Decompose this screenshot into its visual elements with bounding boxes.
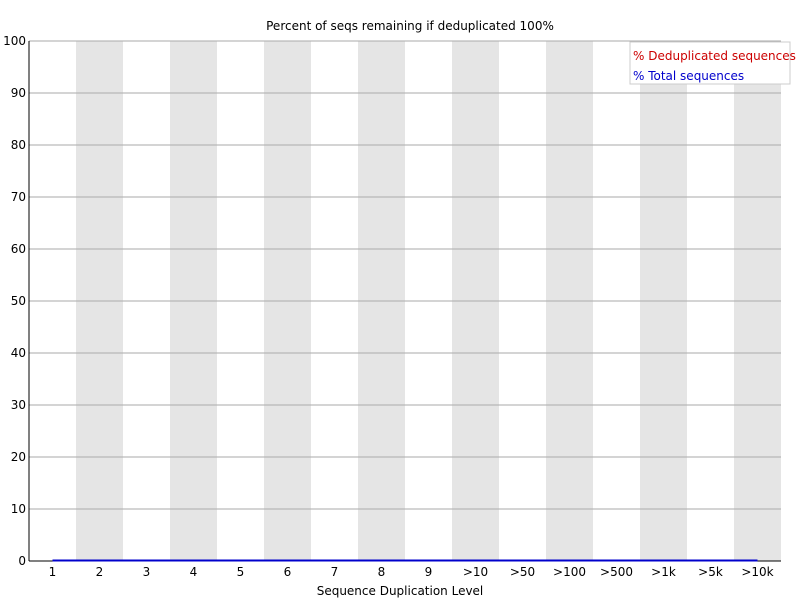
x-tick-label: >5k xyxy=(698,565,723,579)
x-axis-label: Sequence Duplication Level xyxy=(317,584,484,598)
x-tick-label: 5 xyxy=(237,565,245,579)
x-tick-labels: 1 2 3 4 5 6 7 8 9 >10 >50 >100 >500 >1k >5k >10k xyxy=(49,565,774,579)
x-tick-label: 9 xyxy=(425,565,433,579)
chart-title: Percent of seqs remaining if deduplicate… xyxy=(266,19,554,33)
y-tick-label: 60 xyxy=(11,242,26,256)
y-tick-label: 0 xyxy=(18,554,26,568)
x-tick-label: >500 xyxy=(600,565,633,579)
y-tick-label: 30 xyxy=(11,398,26,412)
x-tick-label: 6 xyxy=(284,565,292,579)
gridlines xyxy=(29,40,781,510)
x-tick-label: >10 xyxy=(463,565,488,579)
y-tick-label: 80 xyxy=(11,138,26,152)
y-tick-label: 10 xyxy=(11,502,26,516)
x-tick-label: 1 xyxy=(49,565,57,579)
x-tick-label: >50 xyxy=(510,565,535,579)
legend: % Deduplicated sequences % Total sequenc… xyxy=(629,41,796,85)
x-tick-label: >10k xyxy=(741,565,773,579)
legend-entry-deduplicated: % Deduplicated sequences xyxy=(633,49,796,63)
legend-box xyxy=(629,41,791,85)
y-tick-label: 90 xyxy=(11,86,26,100)
y-tick-label: 70 xyxy=(11,190,26,204)
x-tick-label: 4 xyxy=(190,565,198,579)
x-tick-label: 8 xyxy=(378,565,386,579)
x-tick-label: >1k xyxy=(651,565,676,579)
y-tick-label: 50 xyxy=(11,294,26,308)
y-tick-label: 100 xyxy=(3,34,26,48)
x-tick-label: 7 xyxy=(331,565,339,579)
y-tick-label: 40 xyxy=(11,346,26,360)
y-tick-label: 20 xyxy=(11,450,26,464)
x-tick-label: >100 xyxy=(553,565,586,579)
x-tick-label: 2 xyxy=(96,565,104,579)
x-tick-label: 3 xyxy=(143,565,151,579)
y-tick-labels: 0 10 20 30 40 50 60 70 80 90 100 xyxy=(3,34,26,568)
legend-entry-total: % Total sequences xyxy=(633,69,744,83)
